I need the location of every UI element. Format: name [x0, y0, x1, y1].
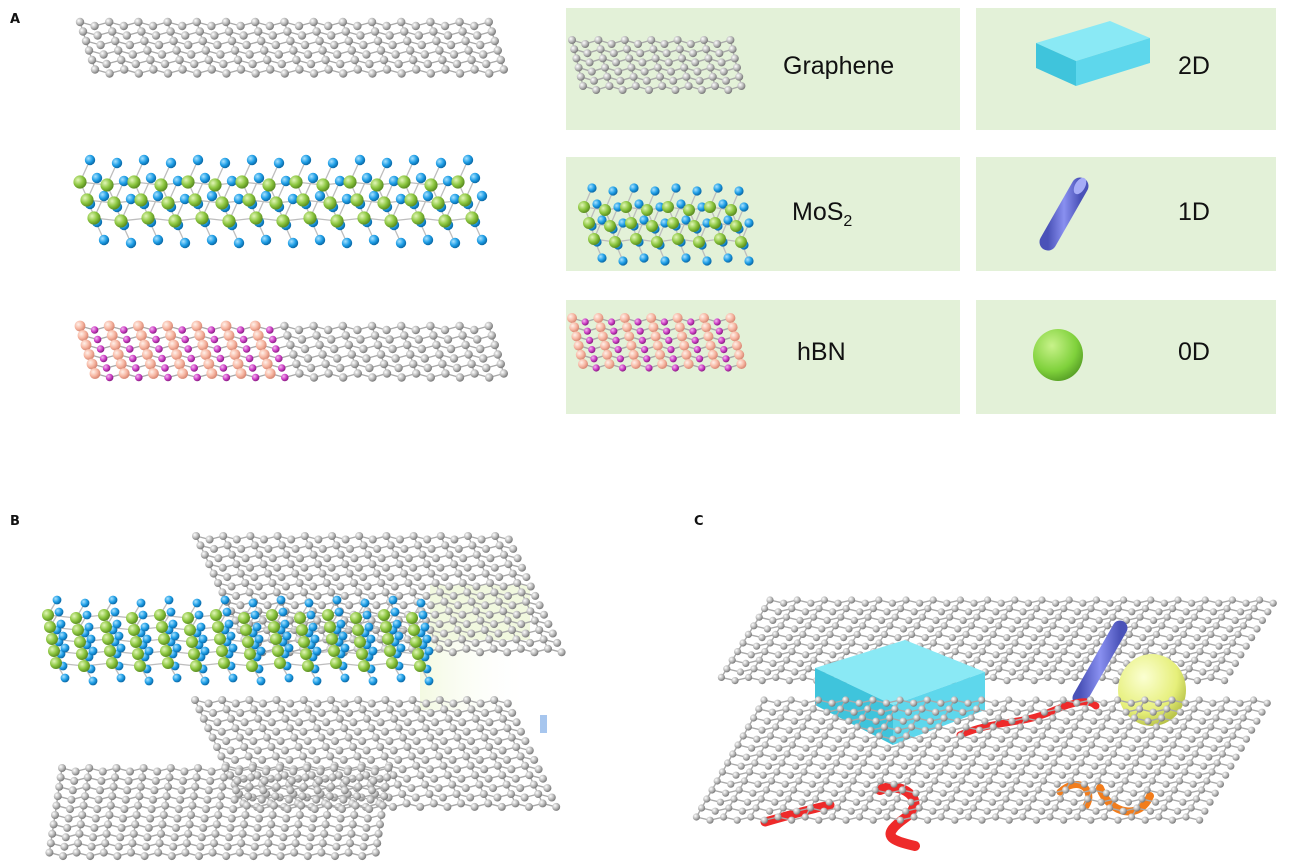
- graphene-icon: [568, 36, 746, 94]
- legend-label-2d: 2D: [1178, 52, 1210, 80]
- panel-label-c: C: [694, 514, 704, 529]
- slab-2d-icon: [1036, 21, 1150, 86]
- mos2-label-subscript: 2: [843, 213, 853, 230]
- rod-1d-icon: [1039, 177, 1089, 251]
- heterostructure-stack: [42, 532, 566, 861]
- legend-box-1d: [976, 157, 1276, 271]
- legend-box-mos2: [566, 157, 960, 271]
- mos2-icon: [578, 183, 754, 266]
- panel-label-b: B: [10, 514, 20, 529]
- sphere-0d-icon: [1033, 329, 1083, 381]
- mixed-dimensional-sandwich: [692, 596, 1277, 851]
- mos2-label-main: MoS: [792, 198, 844, 226]
- legend-label-mos2: MoS2: [792, 198, 852, 231]
- hbn-icon: [567, 313, 747, 372]
- legend-label-0d: 0D: [1178, 338, 1210, 366]
- hbn-lattice: [74, 320, 508, 382]
- mos2-lattice: [73, 154, 488, 249]
- legend-label-1d: 1D: [1178, 198, 1210, 226]
- legend-label-graphene: Graphene: [783, 52, 895, 80]
- legend-label-hbn: hBN: [797, 338, 846, 366]
- panel-label-a: A: [10, 12, 21, 27]
- legend-box-0d: [976, 300, 1276, 414]
- graphene-lattice: [75, 17, 508, 78]
